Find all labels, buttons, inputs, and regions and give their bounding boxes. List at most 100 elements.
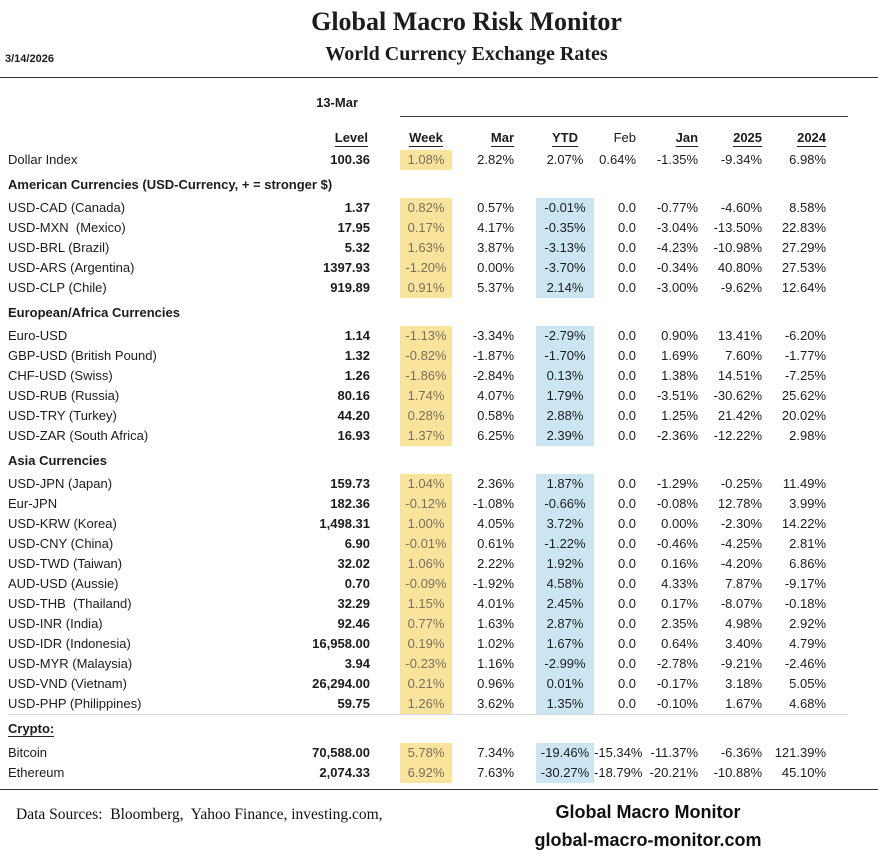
spacer — [372, 198, 400, 218]
cell-jan: -20.21% — [649, 764, 699, 780]
cell-2025: -9.21% — [720, 656, 763, 671]
spacer — [8, 116, 300, 150]
cell-week: -1.13% — [400, 326, 453, 346]
cell-level: 16.93 — [337, 428, 371, 443]
cell-ytd: 0.01% — [536, 674, 595, 694]
cell-jan: -4.23% — [656, 240, 699, 255]
cell-feb: 0.0 — [617, 656, 637, 671]
spacer — [832, 634, 848, 654]
cell-week: 0.77% — [400, 614, 453, 634]
spacer — [518, 514, 536, 534]
cell-2025: -12.22% — [713, 428, 763, 443]
cell-2024: 20.02% — [781, 408, 827, 423]
brand-name: Global Macro Monitor — [555, 802, 741, 822]
cell-ytd: 1.92% — [536, 554, 595, 574]
spacer — [372, 614, 400, 634]
spacer — [518, 326, 536, 346]
column-header-label: 2025 — [733, 130, 763, 147]
table-row: USD-INR (India) 92.46 0.77% 1.63% 2.87% 0.0 2.… — [8, 614, 848, 634]
cell-feb: 0.0 — [617, 220, 637, 235]
spacer — [832, 614, 848, 634]
spacer — [832, 386, 848, 406]
cell-jan: -1.29% — [656, 476, 699, 491]
spacer — [518, 474, 536, 494]
section-label-text: Crypto: — [8, 721, 55, 738]
row-label: USD-MYR (Malaysia) — [8, 656, 133, 671]
row-label: USD-BRL (Brazil) — [8, 240, 110, 255]
cell-week: -0.23% — [400, 654, 453, 674]
cell-jan: 1.25% — [661, 408, 699, 423]
cell-2024: -9.17% — [784, 576, 827, 591]
table-row: USD-IDR (Indonesia) 16,958.00 0.19% 1.02% 1.… — [8, 634, 848, 654]
cell-jan: -0.17% — [656, 676, 699, 691]
cell-level: 16,958.00 — [312, 636, 371, 651]
cell-week: 0.82% — [400, 198, 453, 218]
cell-mar: 0.96% — [477, 676, 515, 691]
cell-2025: -9.34% — [720, 152, 763, 167]
spacer — [372, 116, 400, 150]
cell-2024: 121.39% — [774, 744, 827, 760]
row-label: USD-CNY (China) — [8, 536, 114, 551]
cell-2024: 45.10% — [781, 764, 827, 780]
cell-jan: 2.35% — [661, 616, 699, 631]
cell-2024: 22.83% — [781, 220, 827, 235]
spacer — [372, 494, 400, 514]
cell-level: 44.20 — [337, 408, 371, 423]
spacer — [518, 278, 536, 298]
header-divider — [0, 77, 878, 78]
spacer — [372, 534, 400, 554]
cell-mar: 1.63% — [477, 616, 515, 631]
cell-feb: 0.0 — [617, 636, 637, 651]
row-label: Euro-USD — [8, 328, 68, 343]
cell-level: 919.89 — [330, 280, 371, 295]
row-label: USD-CAD (Canada) — [8, 200, 126, 215]
cell-ytd: 1.35% — [536, 694, 595, 715]
cell-jan: -0.08% — [656, 496, 699, 511]
cell-ytd: -19.46% — [536, 742, 595, 763]
cell-jan: 0.00% — [661, 516, 699, 531]
spacer — [518, 654, 536, 674]
cell-2025: 40.80% — [717, 260, 763, 275]
cell-2024: 4.68% — [789, 696, 827, 711]
row-label: USD-PHP (Philippines) — [8, 696, 142, 711]
cell-mar: 2.82% — [477, 152, 515, 167]
cell-2025: 12.78% — [717, 496, 763, 511]
cell-2025: -10.88% — [713, 764, 763, 780]
table-row: USD-MYR (Malaysia) 3.94 -0.23% 1.16% -2.99% 0… — [8, 654, 848, 674]
row-label: USD-IDR (Indonesia) — [8, 636, 131, 651]
cell-ytd: 2.14% — [536, 278, 595, 298]
spacer — [518, 694, 536, 715]
spacer — [832, 574, 848, 594]
cell-2024: 11.49% — [782, 476, 827, 491]
column-header-row: Level Week Mar YTD Feb Jan 2025 2024 — [8, 116, 848, 150]
cell-jan: 1.38% — [661, 368, 699, 383]
spacer — [832, 326, 848, 346]
cell-jan: 0.90% — [661, 328, 699, 343]
cell-level: 32.02 — [337, 556, 371, 571]
spacer — [372, 278, 400, 298]
cell-week: 1.08% — [400, 150, 453, 170]
cell-feb: 0.0 — [617, 428, 637, 443]
cell-week: 0.28% — [400, 406, 453, 426]
row-label: USD-INR (India) — [8, 616, 103, 631]
cell-ytd: 0.13% — [536, 366, 595, 386]
cell-feb: 0.0 — [617, 616, 637, 631]
cell-ytd: 2.88% — [536, 406, 595, 426]
cell-ytd: -1.22% — [536, 534, 595, 554]
cell-level: 1397.93 — [323, 260, 371, 275]
spacer — [832, 654, 848, 674]
column-header-level: Level — [300, 116, 372, 150]
cell-level: 32.29 — [337, 596, 371, 611]
cell-level: 17.95 — [337, 220, 371, 235]
cell-feb: 0.0 — [617, 676, 637, 691]
cell-week: -0.09% — [400, 574, 453, 594]
cell-level: 100.36 — [330, 152, 371, 167]
spacer — [518, 674, 536, 694]
cell-feb: 0.0 — [617, 348, 637, 363]
cell-week: 5.78% — [400, 742, 453, 763]
spacer — [518, 116, 536, 150]
cell-jan: -1.35% — [656, 152, 699, 167]
cell-2025: 13.41% — [717, 328, 763, 343]
table-row: USD-VND (Vietnam) 26,294.00 0.21% 0.96% 0.01… — [8, 674, 848, 694]
row-label: GBP-USD (British Pound) — [8, 348, 157, 363]
